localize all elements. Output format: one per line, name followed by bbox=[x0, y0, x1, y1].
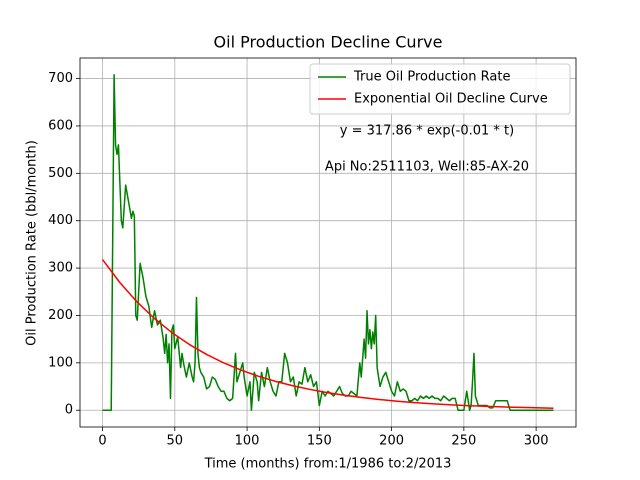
y-tick-label: 500 bbox=[48, 166, 73, 181]
y-tick-label: 100 bbox=[48, 355, 73, 370]
x-tick-label: 150 bbox=[307, 434, 332, 449]
series-line bbox=[102, 74, 554, 411]
annotation: y = 317.86 * exp(-0.01 * t) bbox=[340, 124, 514, 139]
x-tick-label: 0 bbox=[98, 434, 106, 449]
x-tick-label: 250 bbox=[451, 434, 476, 449]
series-line bbox=[101, 259, 554, 409]
x-tick-label: 300 bbox=[524, 434, 549, 449]
y-tick-label: 0 bbox=[65, 403, 73, 418]
y-tick-label: 300 bbox=[48, 261, 73, 276]
y-axis-label: Oil Production Rate (bbl/month) bbox=[25, 140, 40, 346]
x-tick-label: 200 bbox=[379, 434, 404, 449]
legend-label: True Oil Production Rate bbox=[353, 70, 510, 85]
x-axis-label: Time (months) from:1/1986 to:2/2013 bbox=[204, 457, 452, 472]
grid bbox=[80, 58, 576, 427]
y-tick-label: 600 bbox=[48, 118, 73, 133]
annotation: Api No:2511103, Well:85-AX-20 bbox=[325, 160, 529, 175]
x-tick-label: 50 bbox=[167, 434, 184, 449]
legend-box bbox=[309, 63, 571, 115]
chart-title: Oil Production Decline Curve bbox=[214, 33, 443, 52]
legend-label: Exponential Oil Decline Curve bbox=[354, 92, 548, 107]
y-tick-label: 200 bbox=[48, 308, 73, 323]
y-tick-label: 400 bbox=[48, 213, 73, 228]
plot-frame bbox=[79, 57, 577, 428]
y-tick-label: 700 bbox=[48, 71, 73, 86]
x-tick-label: 100 bbox=[235, 434, 260, 449]
